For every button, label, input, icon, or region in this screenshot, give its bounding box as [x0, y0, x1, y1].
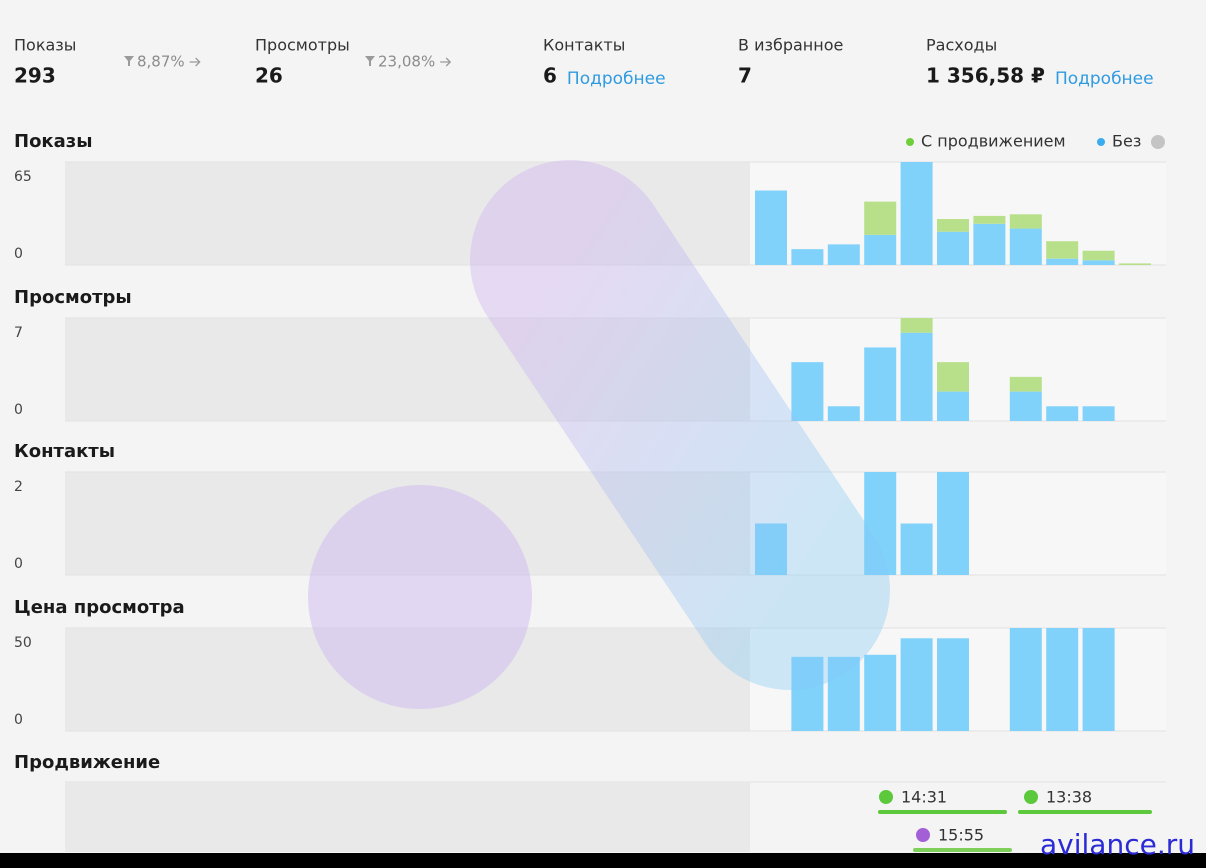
y-tick-label: 0	[14, 402, 23, 418]
chart-title: Контакты	[14, 441, 115, 462]
filter-icon	[365, 56, 375, 66]
bar-segment	[937, 362, 969, 392]
promotion-time: 14:31	[901, 788, 947, 807]
bar-segment	[937, 638, 969, 731]
logo-overlay	[470, 160, 890, 690]
bar-segment	[1082, 260, 1115, 265]
bar-segment	[1046, 406, 1079, 421]
legend-label: Без	[1112, 132, 1141, 151]
metric-value: 7	[738, 64, 752, 88]
bar-segment	[864, 654, 897, 731]
bar-segment	[864, 201, 897, 235]
bar-segment	[1046, 258, 1079, 265]
promotion-icon	[879, 790, 893, 804]
y-tick-label: 0	[14, 246, 23, 262]
bar-segment	[755, 190, 787, 265]
chart-title: Просмотры	[14, 287, 132, 308]
bar-segment	[1009, 214, 1042, 229]
arrow-icon	[440, 57, 452, 67]
bar-segment	[1082, 250, 1115, 261]
y-tick-label: 0	[14, 556, 23, 572]
metric-value: 26	[255, 64, 283, 88]
chart-title: Показы	[14, 131, 93, 152]
arrow-icon	[189, 57, 201, 67]
bar-segment	[937, 391, 969, 421]
chart-title: Цена просмотра	[14, 597, 185, 618]
legend-label: С продвижением	[921, 132, 1066, 151]
promotion-time: 15:55	[938, 826, 984, 845]
y-tick-label: 0	[14, 712, 23, 728]
metric-label: Просмотры	[255, 36, 350, 55]
bar-segment	[1009, 376, 1042, 392]
bar-segment	[1046, 628, 1079, 731]
y-tick-label: 50	[14, 635, 32, 651]
bar-segment	[1119, 263, 1151, 265]
bar-segment	[864, 347, 897, 421]
bar-segment	[900, 318, 933, 333]
metric-label: Показы	[14, 36, 76, 55]
bar-segment	[1009, 391, 1042, 421]
bar-segment	[937, 231, 969, 265]
legend-dot	[1097, 138, 1105, 146]
metric-value: 1 356,58 ₽	[926, 64, 1045, 88]
plot-background	[65, 782, 750, 852]
bar-segment	[973, 223, 1006, 265]
bar-segment	[1082, 628, 1115, 731]
bar-segment	[791, 362, 824, 421]
metric-label: В избранное	[738, 36, 843, 55]
bar-segment	[827, 244, 860, 265]
logo-overlay-dot	[308, 485, 532, 709]
promotion-icon	[916, 828, 930, 842]
bar-segment	[937, 219, 969, 232]
bar-segment	[827, 406, 860, 421]
bar-segment	[791, 249, 824, 265]
legend-dot	[906, 138, 914, 146]
metric-change: 8,87%	[137, 53, 185, 71]
promotion-icon	[1024, 790, 1038, 804]
bar-segment	[1082, 406, 1115, 421]
y-tick-label: 65	[14, 169, 32, 185]
metric-label: Расходы	[926, 36, 997, 55]
bar-segment	[1009, 228, 1042, 265]
section-title: Продвижение	[14, 752, 160, 773]
metric-change: 23,08%	[378, 53, 435, 71]
bar-segment	[900, 162, 933, 265]
bar-segment	[900, 523, 933, 575]
watermark: avilance.ru	[1040, 828, 1195, 861]
plot-background	[65, 628, 750, 731]
bar-segment	[900, 332, 933, 421]
metric-value: 293	[14, 64, 56, 88]
bar-segment	[973, 215, 1006, 224]
bottom-bar	[0, 853, 1206, 868]
details-link[interactable]: Подробнее	[567, 69, 666, 89]
metric-value: 6	[543, 64, 557, 88]
y-tick-label: 2	[14, 479, 23, 495]
bar-segment	[1009, 628, 1042, 731]
bar-segment	[900, 638, 933, 731]
promotion-time: 13:38	[1046, 788, 1092, 807]
bar-segment	[937, 472, 969, 575]
filter-icon	[124, 56, 134, 66]
metric-label: Контакты	[543, 36, 625, 55]
help-icon[interactable]	[1151, 135, 1165, 149]
bar-segment	[864, 234, 897, 265]
y-tick-label: 7	[14, 325, 23, 341]
details-link[interactable]: Подробнее	[1055, 69, 1154, 89]
bar-segment	[1046, 241, 1079, 259]
